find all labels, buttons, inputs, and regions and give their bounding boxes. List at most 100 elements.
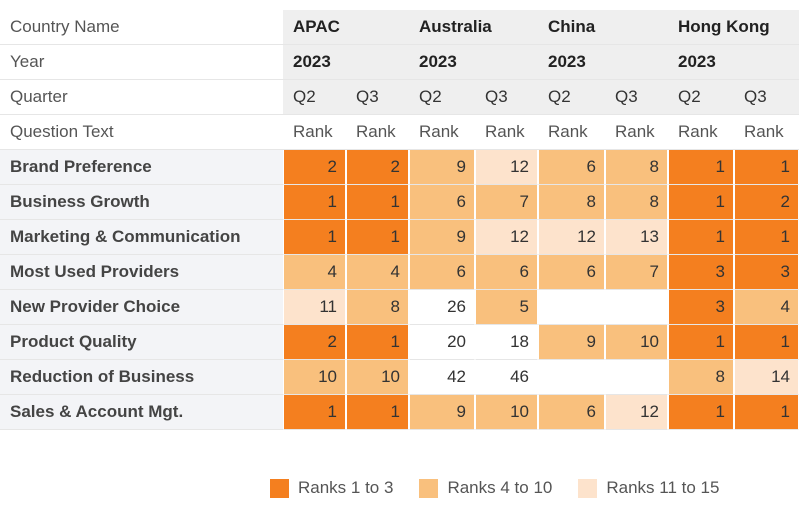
row-label: Most Used Providers bbox=[0, 255, 283, 290]
rank-cell: 18 bbox=[475, 325, 538, 360]
rank-cell: 6 bbox=[475, 255, 538, 290]
quarter-header-5: Q3 bbox=[605, 80, 668, 115]
rank-cell: 10 bbox=[605, 325, 668, 360]
rank-cell bbox=[605, 360, 668, 395]
legend-swatch bbox=[419, 478, 439, 498]
rank-cell: 10 bbox=[346, 360, 409, 395]
rank-cell: 1 bbox=[346, 220, 409, 255]
rank-cell: 6 bbox=[409, 185, 475, 220]
measure-header-7: Rank bbox=[734, 115, 799, 150]
rank-cell: 2 bbox=[283, 150, 346, 185]
rank-cell: 6 bbox=[538, 150, 605, 185]
rank-cell: 8 bbox=[346, 290, 409, 325]
rank-cell: 1 bbox=[668, 395, 734, 430]
quarter-header-7: Q3 bbox=[734, 80, 799, 115]
rank-cell: 4 bbox=[346, 255, 409, 290]
rank-cell: 12 bbox=[605, 395, 668, 430]
legend-label: Ranks 11 to 15 bbox=[606, 478, 720, 497]
rank-cell: 4 bbox=[734, 290, 799, 325]
country-header-0: APAC bbox=[283, 10, 409, 45]
rank-cell: 3 bbox=[668, 255, 734, 290]
rank-cell: 1 bbox=[668, 150, 734, 185]
row-label: Brand Preference bbox=[0, 150, 283, 185]
rank-cell: 8 bbox=[668, 360, 734, 395]
legend-swatch bbox=[270, 478, 289, 498]
measure-header-1: Rank bbox=[346, 115, 409, 150]
rank-cell: 8 bbox=[538, 185, 605, 220]
quarter-header-6: Q2 bbox=[668, 80, 734, 115]
rank-cell: 9 bbox=[409, 220, 475, 255]
rank-cell: 46 bbox=[475, 360, 538, 395]
row-label: Product Quality bbox=[0, 325, 283, 360]
rank-cell: 7 bbox=[475, 185, 538, 220]
year-label: Year bbox=[0, 45, 283, 80]
rank-cell: 1 bbox=[346, 395, 409, 430]
legend: Ranks 1 to 3 Ranks 4 to 10 Ranks 11 to 15 bbox=[270, 478, 719, 498]
year-header-1: 2023 bbox=[409, 45, 538, 80]
measure-header-2: Rank bbox=[409, 115, 475, 150]
quarter-label: Quarter bbox=[0, 80, 283, 115]
rank-cell bbox=[538, 290, 605, 325]
rank-cell: 1 bbox=[734, 150, 799, 185]
measure-header-5: Rank bbox=[605, 115, 668, 150]
rank-cell: 3 bbox=[734, 255, 799, 290]
country-name-label: Country Name bbox=[0, 10, 283, 45]
rank-cell: 2 bbox=[283, 325, 346, 360]
legend-item: Ranks 1 to 3 bbox=[270, 478, 393, 498]
country-header-1: Australia bbox=[409, 10, 538, 45]
row-label: New Provider Choice bbox=[0, 290, 283, 325]
rank-cell: 10 bbox=[475, 395, 538, 430]
rank-cell: 1 bbox=[283, 185, 346, 220]
rank-cell bbox=[605, 290, 668, 325]
rank-cell: 5 bbox=[475, 290, 538, 325]
rank-cell: 8 bbox=[605, 150, 668, 185]
row-label: Marketing & Communication bbox=[0, 220, 283, 255]
rank-cell bbox=[538, 360, 605, 395]
year-header-0: 2023 bbox=[283, 45, 409, 80]
rank-cell: 8 bbox=[605, 185, 668, 220]
rank-cell: 3 bbox=[668, 290, 734, 325]
measure-header-4: Rank bbox=[538, 115, 605, 150]
country-header-3: Hong Kong bbox=[668, 10, 799, 45]
quarter-header-3: Q3 bbox=[475, 80, 538, 115]
row-label: Reduction of Business bbox=[0, 360, 283, 395]
legend-item: Ranks 4 to 10 bbox=[419, 478, 552, 498]
rank-cell: 1 bbox=[668, 220, 734, 255]
year-header-2: 2023 bbox=[538, 45, 668, 80]
rank-cell: 4 bbox=[283, 255, 346, 290]
rank-cell: 1 bbox=[668, 185, 734, 220]
rank-cell: 12 bbox=[475, 220, 538, 255]
rank-cell: 1 bbox=[734, 220, 799, 255]
row-label: Sales & Account Mgt. bbox=[0, 395, 283, 430]
measure-header-3: Rank bbox=[475, 115, 538, 150]
rank-cell: 12 bbox=[538, 220, 605, 255]
rank-cell: 6 bbox=[538, 395, 605, 430]
rank-cell: 6 bbox=[409, 255, 475, 290]
quarter-header-1: Q3 bbox=[346, 80, 409, 115]
legend-label: Ranks 4 to 10 bbox=[447, 478, 553, 497]
question-text-label: Question Text bbox=[0, 115, 283, 150]
rank-cell: 11 bbox=[283, 290, 346, 325]
quarter-header-0: Q2 bbox=[283, 80, 346, 115]
measure-header-0: Rank bbox=[283, 115, 346, 150]
rank-cell: 1 bbox=[283, 220, 346, 255]
legend-item: Ranks 11 to 15 bbox=[578, 478, 719, 498]
rank-cell: 1 bbox=[283, 395, 346, 430]
legend-swatch bbox=[578, 478, 598, 498]
rank-cell: 9 bbox=[409, 395, 475, 430]
rank-cell: 13 bbox=[605, 220, 668, 255]
rank-cell: 6 bbox=[538, 255, 605, 290]
rank-cell: 1 bbox=[668, 325, 734, 360]
quarter-header-2: Q2 bbox=[409, 80, 475, 115]
rank-cell: 2 bbox=[734, 185, 799, 220]
rank-cell: 20 bbox=[409, 325, 475, 360]
legend-label: Ranks 1 to 3 bbox=[298, 478, 394, 497]
rank-cell: 12 bbox=[475, 150, 538, 185]
rank-cell: 1 bbox=[734, 325, 799, 360]
rank-cell: 26 bbox=[409, 290, 475, 325]
rank-cell: 42 bbox=[409, 360, 475, 395]
quarter-header-4: Q2 bbox=[538, 80, 605, 115]
measure-header-6: Rank bbox=[668, 115, 734, 150]
rank-cell: 2 bbox=[346, 150, 409, 185]
rank-cell: 1 bbox=[346, 325, 409, 360]
